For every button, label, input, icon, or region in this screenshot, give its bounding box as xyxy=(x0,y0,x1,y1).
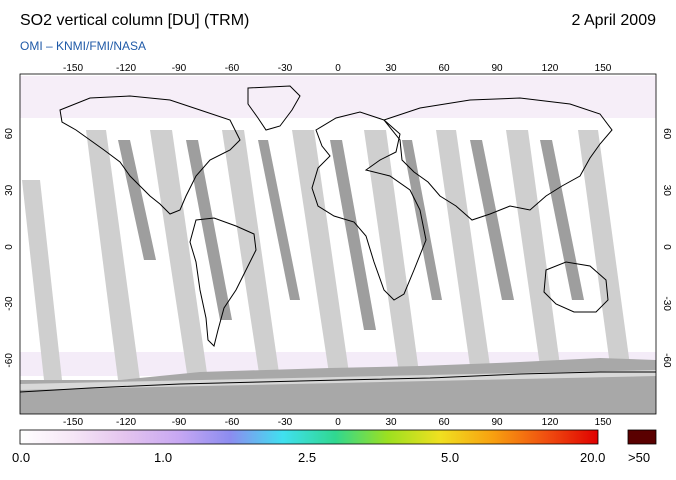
swath-gap xyxy=(292,130,350,380)
swath-gap xyxy=(364,130,420,380)
lon-tick-label: 0 xyxy=(335,417,341,428)
lon-tick-label: -120 xyxy=(116,417,136,428)
map-date: 2 April 2009 xyxy=(571,12,656,29)
colorbar-label: 1.0 xyxy=(154,450,173,465)
coast-north-america xyxy=(59,95,241,215)
lon-tick-label: 90 xyxy=(491,417,503,428)
lon-tick-label: -150 xyxy=(63,63,83,74)
lon-tick-label: 30 xyxy=(385,417,397,428)
lon-tick-label: 60 xyxy=(438,417,450,428)
lon-axis-top: -150 -120 -90 -60 -30 0 30 60 90 120 150 xyxy=(63,63,612,74)
coast-south-america xyxy=(189,217,257,347)
swath-overlap-band xyxy=(540,140,584,300)
swath-overlap-band xyxy=(118,140,156,260)
lon-tick-label: 60 xyxy=(438,63,450,74)
colorbar-label: 0.0 xyxy=(12,450,31,465)
lon-tick-label: 0 xyxy=(335,63,341,74)
swath-gap xyxy=(436,130,492,380)
lon-tick-label: 30 xyxy=(385,63,397,74)
colorbar-label: 5.0 xyxy=(441,450,460,465)
lat-tick-label: 60 xyxy=(661,128,672,140)
colorbar-label: 20.0 xyxy=(580,450,606,465)
lat-tick-label: 0 xyxy=(661,244,672,250)
swath-overlap-band xyxy=(186,140,232,320)
swath-overlap-band xyxy=(470,140,514,300)
lon-tick-label: -120 xyxy=(116,63,136,74)
swath-gap xyxy=(222,130,280,380)
lon-tick-label: 150 xyxy=(595,417,612,428)
lon-tick-label: -60 xyxy=(225,63,240,74)
lat-tick-label: 60 xyxy=(4,128,15,140)
colorbar xyxy=(19,429,599,445)
map-frame xyxy=(19,73,657,415)
lat-tick-label: -60 xyxy=(661,353,672,368)
lat-tick-label: -60 xyxy=(4,353,15,368)
coastlines xyxy=(20,85,656,393)
map-credit: OMI – KNMI/FMI/NASA xyxy=(20,39,147,53)
lat-axis-left: 60 30 0 -30 -60 xyxy=(4,128,15,368)
swath-overlap-band xyxy=(258,140,300,300)
lat-tick-label: -30 xyxy=(4,296,15,311)
swath-gap xyxy=(86,130,140,380)
coast-antarctica xyxy=(20,371,656,393)
lon-tick-label: 150 xyxy=(595,63,612,74)
swath-gaps xyxy=(22,130,632,380)
no-data-polar-region xyxy=(20,358,656,414)
colorbar-label: 2.5 xyxy=(298,450,317,465)
lon-tick-label: 90 xyxy=(491,63,503,74)
coast-greenland xyxy=(247,85,301,131)
lat-tick-label: 30 xyxy=(4,184,15,196)
lat-tick-label: -30 xyxy=(661,296,672,311)
colorbar-overflow-box xyxy=(627,429,657,445)
lon-tick-label: 120 xyxy=(542,417,559,428)
arctic-noise-band xyxy=(20,76,656,118)
lon-tick-label: -90 xyxy=(172,63,187,74)
lat-tick-label: 0 xyxy=(4,244,15,250)
lat-tick-label: 30 xyxy=(661,185,672,197)
swath-gap xyxy=(22,180,62,380)
coast-asia xyxy=(383,97,613,221)
lon-tick-label: -30 xyxy=(278,417,293,428)
coast-australia xyxy=(543,261,609,313)
lon-tick-label: -150 xyxy=(63,417,83,428)
coast-europe-africa xyxy=(311,111,427,301)
lon-tick-label: -30 xyxy=(278,63,293,74)
lon-tick-label: -60 xyxy=(225,417,240,428)
swath-gap xyxy=(578,130,632,380)
map-title: SO2 vertical column [DU] (TRM) xyxy=(20,12,250,29)
swath-overlap xyxy=(118,140,584,330)
lon-tick-label: -90 xyxy=(172,417,187,428)
swath-overlap-band xyxy=(330,140,376,330)
lon-tick-label: 120 xyxy=(542,63,559,74)
swath-gap xyxy=(150,130,208,380)
swath-gap xyxy=(506,130,562,380)
lon-axis-bottom: -150 -120 -90 -60 -30 0 30 60 90 120 150 xyxy=(63,417,612,428)
map-layer xyxy=(20,76,656,414)
colorbar-overflow-label: >50 xyxy=(628,450,651,465)
lat-axis-right: 60 30 0 -30 -60 xyxy=(661,128,672,368)
